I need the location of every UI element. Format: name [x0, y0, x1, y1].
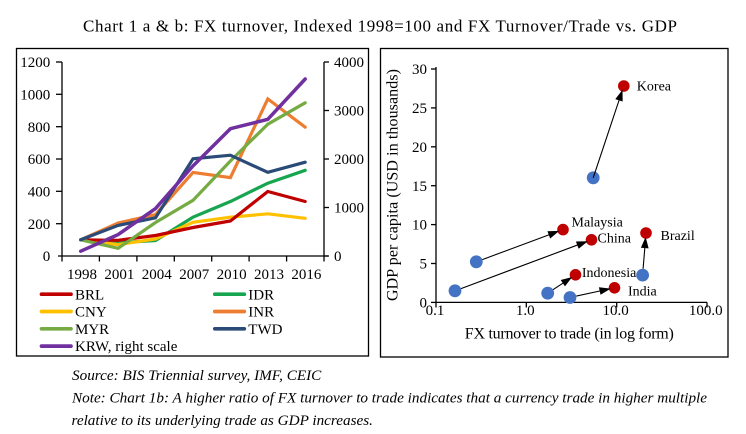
svg-text:2004: 2004 [142, 267, 173, 283]
svg-text:FX turnover to trade (in log f: FX turnover to trade (in log form) [465, 326, 674, 343]
svg-text:2016: 2016 [291, 267, 322, 283]
svg-text:relative to its underlying tra: relative to its underlying trade as GDP … [72, 412, 373, 429]
svg-text:Note: Chart 1b: A higher ratio: Note: Chart 1b: A higher ratio of FX tur… [71, 390, 707, 407]
svg-text:3000: 3000 [334, 104, 364, 120]
svg-text:400: 400 [28, 184, 51, 200]
svg-text:1.0: 1.0 [516, 303, 535, 319]
svg-text:1000: 1000 [334, 201, 364, 217]
svg-text:Indonesia: Indonesia [582, 266, 637, 281]
svg-text:1000: 1000 [20, 87, 50, 103]
svg-text:TWD: TWD [248, 322, 282, 338]
svg-text:800: 800 [28, 120, 51, 136]
svg-text:Source: BIS Triennial survey,: Source: BIS Triennial survey, IMF, CEIC [72, 367, 322, 384]
svg-text:1200: 1200 [20, 55, 50, 71]
svg-text:2007: 2007 [179, 267, 210, 283]
svg-text:Brazil: Brazil [661, 229, 695, 244]
svg-text:IDR: IDR [248, 287, 274, 303]
svg-text:20: 20 [412, 140, 427, 156]
svg-text:CNY: CNY [75, 305, 107, 321]
svg-text:China: China [598, 232, 632, 247]
svg-text:2000: 2000 [334, 152, 364, 168]
svg-text:10: 10 [412, 218, 427, 234]
svg-text:Korea: Korea [637, 79, 672, 94]
svg-text:0: 0 [43, 249, 51, 265]
svg-text:KRW, right scale: KRW, right scale [75, 339, 178, 355]
svg-text:100.0: 100.0 [689, 303, 723, 319]
svg-text:2013: 2013 [254, 267, 284, 283]
svg-text:200: 200 [28, 217, 51, 233]
svg-text:Malaysia: Malaysia [572, 216, 624, 231]
svg-text:1998: 1998 [67, 267, 97, 283]
svg-text:Chart 1 a & b: FX turnover, In: Chart 1 a & b: FX turnover, Indexed 1998… [83, 17, 677, 36]
svg-text:600: 600 [28, 152, 51, 168]
svg-text:15: 15 [412, 179, 427, 195]
svg-text:25: 25 [412, 101, 427, 117]
svg-text:4000: 4000 [334, 55, 364, 71]
svg-text:30: 30 [412, 62, 427, 78]
svg-text:5: 5 [420, 257, 428, 273]
svg-text:0.1: 0.1 [426, 303, 445, 319]
svg-text:MYR: MYR [75, 322, 109, 338]
svg-text:0: 0 [334, 249, 342, 265]
svg-text:GDP per capita (USD in thousan: GDP per capita (USD in thousands) [385, 69, 402, 301]
svg-text:India: India [628, 284, 658, 299]
svg-text:2010: 2010 [217, 267, 247, 283]
svg-text:BRL: BRL [75, 287, 104, 303]
svg-text:2001: 2001 [104, 267, 134, 283]
svg-text:0: 0 [420, 296, 428, 312]
svg-text:10.0: 10.0 [602, 303, 628, 319]
svg-text:INR: INR [248, 305, 274, 321]
